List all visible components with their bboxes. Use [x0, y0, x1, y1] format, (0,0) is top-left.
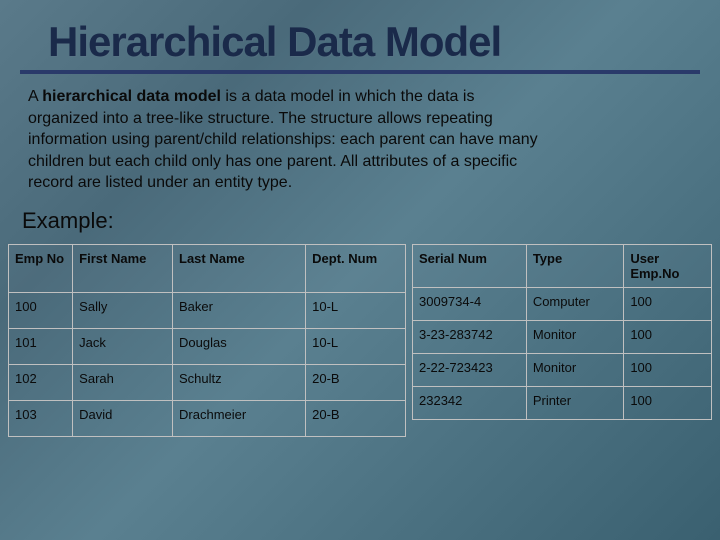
page-title: Hierarchical Data Model	[20, 0, 700, 74]
description-paragraph: A hierarchical data model is a data mode…	[0, 86, 580, 194]
table-cell: David	[73, 400, 173, 436]
table-cell: Jack	[73, 328, 173, 364]
table-row: 101 Jack Douglas 10-L	[9, 328, 406, 364]
table-row: 3-23-283742 Monitor 100	[413, 320, 712, 353]
table-cell: 100	[624, 320, 712, 353]
employees-table-wrap: Emp No First Name Last Name Dept. Num 10…	[8, 244, 406, 437]
column-header: Type	[526, 244, 624, 287]
column-header: Emp No	[9, 244, 73, 292]
table-header-row: Serial Num Type User Emp.No	[413, 244, 712, 287]
table-cell: 101	[9, 328, 73, 364]
table-cell: 102	[9, 364, 73, 400]
table-cell: Schultz	[173, 364, 306, 400]
table-cell: Monitor	[526, 353, 624, 386]
column-header: First Name	[73, 244, 173, 292]
table-cell: 2-22-723423	[413, 353, 527, 386]
table-cell: Printer	[526, 386, 624, 419]
table-cell: 20-B	[306, 400, 406, 436]
tables-container: Emp No First Name Last Name Dept. Num 10…	[0, 244, 720, 437]
employees-table: Emp No First Name Last Name Dept. Num 10…	[8, 244, 406, 437]
example-label: Example:	[0, 194, 720, 244]
table-cell: 100	[624, 353, 712, 386]
column-header: Dept. Num	[306, 244, 406, 292]
description-lead: hierarchical data model	[42, 88, 221, 105]
table-cell: 3-23-283742	[413, 320, 527, 353]
devices-table-wrap: Serial Num Type User Emp.No 3009734-4 Co…	[412, 244, 712, 437]
table-cell: Baker	[173, 292, 306, 328]
table-cell: 10-L	[306, 292, 406, 328]
table-cell: Computer	[526, 287, 624, 320]
table-row: 103 David Drachmeier 20-B	[9, 400, 406, 436]
table-cell: Monitor	[526, 320, 624, 353]
table-cell: 20-B	[306, 364, 406, 400]
table-cell: Douglas	[173, 328, 306, 364]
table-row: 102 Sarah Schultz 20-B	[9, 364, 406, 400]
table-cell: Sally	[73, 292, 173, 328]
table-cell: 100	[624, 287, 712, 320]
table-cell: 10-L	[306, 328, 406, 364]
description-prefix: A	[28, 88, 42, 105]
table-cell: 100	[9, 292, 73, 328]
table-cell: 103	[9, 400, 73, 436]
column-header: Serial Num	[413, 244, 527, 287]
column-header: User Emp.No	[624, 244, 712, 287]
table-header-row: Emp No First Name Last Name Dept. Num	[9, 244, 406, 292]
table-row: 3009734-4 Computer 100	[413, 287, 712, 320]
table-row: 232342 Printer 100	[413, 386, 712, 419]
table-cell: 232342	[413, 386, 527, 419]
column-header: Last Name	[173, 244, 306, 292]
table-row: 2-22-723423 Monitor 100	[413, 353, 712, 386]
table-cell: Sarah	[73, 364, 173, 400]
table-cell: Drachmeier	[173, 400, 306, 436]
table-cell: 100	[624, 386, 712, 419]
devices-table: Serial Num Type User Emp.No 3009734-4 Co…	[412, 244, 712, 420]
table-row: 100 Sally Baker 10-L	[9, 292, 406, 328]
table-cell: 3009734-4	[413, 287, 527, 320]
